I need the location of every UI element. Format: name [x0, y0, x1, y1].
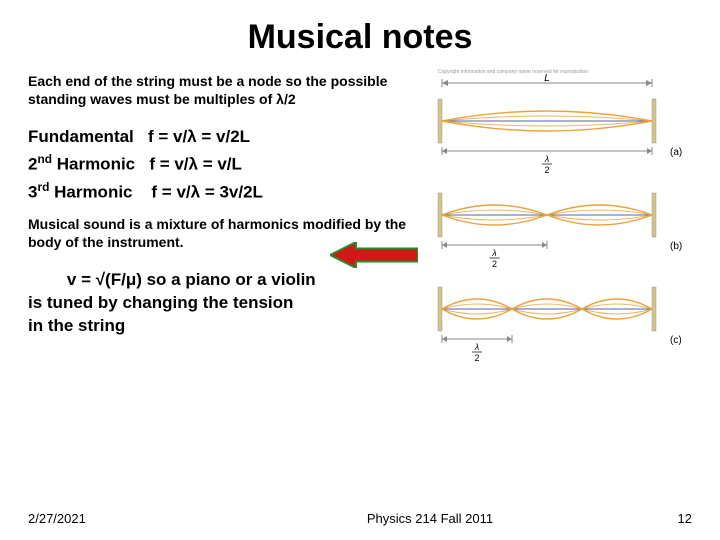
intro-text: Each end of the string must be a node so…	[28, 73, 428, 108]
footer: 2/27/2021 Physics 214 Fall 2011 12	[0, 511, 720, 526]
second-eq: f = v/λ = v/L	[149, 155, 242, 174]
third-sup: rd	[37, 180, 49, 194]
svg-text:2: 2	[544, 165, 549, 175]
harmonics-diagram: Lλ2(a)λ2(b)λ2(c)	[428, 73, 688, 363]
third-harmonic-line: 3rd Harmonic f = v/λ = 3v/2L	[28, 178, 428, 206]
fundamental-line: Fundamental f = v/λ = v/2L	[28, 124, 428, 150]
right-column: Copyright information and company name r…	[428, 73, 692, 269]
second-sup: nd	[37, 152, 52, 166]
svg-text:2: 2	[474, 353, 479, 363]
svg-text:(b): (b)	[670, 241, 682, 252]
second-harmonic-line: 2nd Harmonic f = v/λ = v/L	[28, 150, 428, 178]
svg-text:2: 2	[492, 259, 497, 269]
slide-title: Musical notes	[0, 0, 720, 73]
fundamental-label: Fundamental	[28, 127, 134, 146]
footer-course: Physics 214 Fall 2011	[228, 511, 632, 526]
svg-text:(a): (a)	[670, 147, 682, 158]
third-rest: Harmonic	[49, 183, 132, 202]
content-area: Each end of the string must be a node so…	[0, 73, 720, 269]
footer-date: 2/27/2021	[28, 511, 228, 526]
third-eq: f = v/λ = 3v/2L	[151, 183, 263, 202]
footer-page: 12	[632, 511, 692, 526]
second-rest: Harmonic	[52, 155, 135, 174]
svg-text:L: L	[544, 73, 550, 84]
fundamental-eq: f = v/λ = v/2L	[148, 127, 250, 146]
svg-text:λ: λ	[491, 248, 496, 258]
svg-text:λ: λ	[474, 342, 479, 352]
svg-text:λ: λ	[544, 154, 549, 164]
red-arrow-icon	[330, 242, 418, 268]
left-column: Each end of the string must be a node so…	[28, 73, 428, 269]
svg-text:(c): (c)	[670, 335, 682, 346]
